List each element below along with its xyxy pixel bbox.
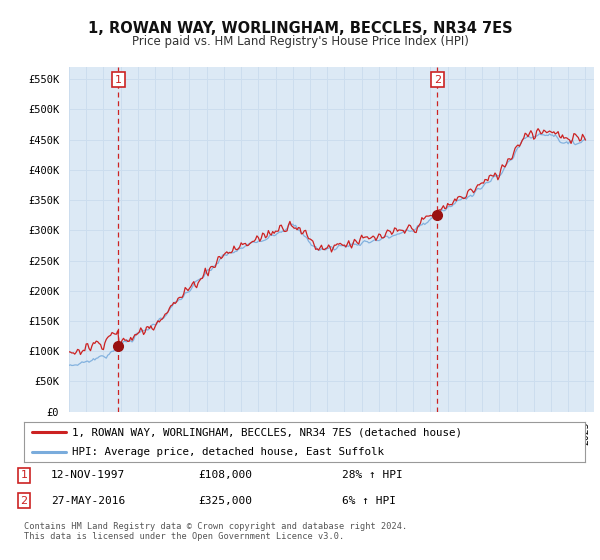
Text: 12-NOV-1997: 12-NOV-1997 — [51, 470, 125, 480]
Text: £108,000: £108,000 — [198, 470, 252, 480]
Text: Price paid vs. HM Land Registry's House Price Index (HPI): Price paid vs. HM Land Registry's House … — [131, 35, 469, 48]
Text: 6% ↑ HPI: 6% ↑ HPI — [342, 496, 396, 506]
Text: 1: 1 — [20, 470, 28, 480]
Text: HPI: Average price, detached house, East Suffolk: HPI: Average price, detached house, East… — [71, 446, 383, 456]
Text: 27-MAY-2016: 27-MAY-2016 — [51, 496, 125, 506]
Text: 28% ↑ HPI: 28% ↑ HPI — [342, 470, 403, 480]
Text: 1, ROWAN WAY, WORLINGHAM, BECCLES, NR34 7ES (detached house): 1, ROWAN WAY, WORLINGHAM, BECCLES, NR34 … — [71, 427, 461, 437]
Text: 2: 2 — [434, 74, 441, 85]
Text: Contains HM Land Registry data © Crown copyright and database right 2024.
This d: Contains HM Land Registry data © Crown c… — [24, 522, 407, 542]
Text: 1: 1 — [115, 74, 122, 85]
Text: 2: 2 — [20, 496, 28, 506]
Text: £325,000: £325,000 — [198, 496, 252, 506]
Text: 1, ROWAN WAY, WORLINGHAM, BECCLES, NR34 7ES: 1, ROWAN WAY, WORLINGHAM, BECCLES, NR34 … — [88, 21, 512, 36]
